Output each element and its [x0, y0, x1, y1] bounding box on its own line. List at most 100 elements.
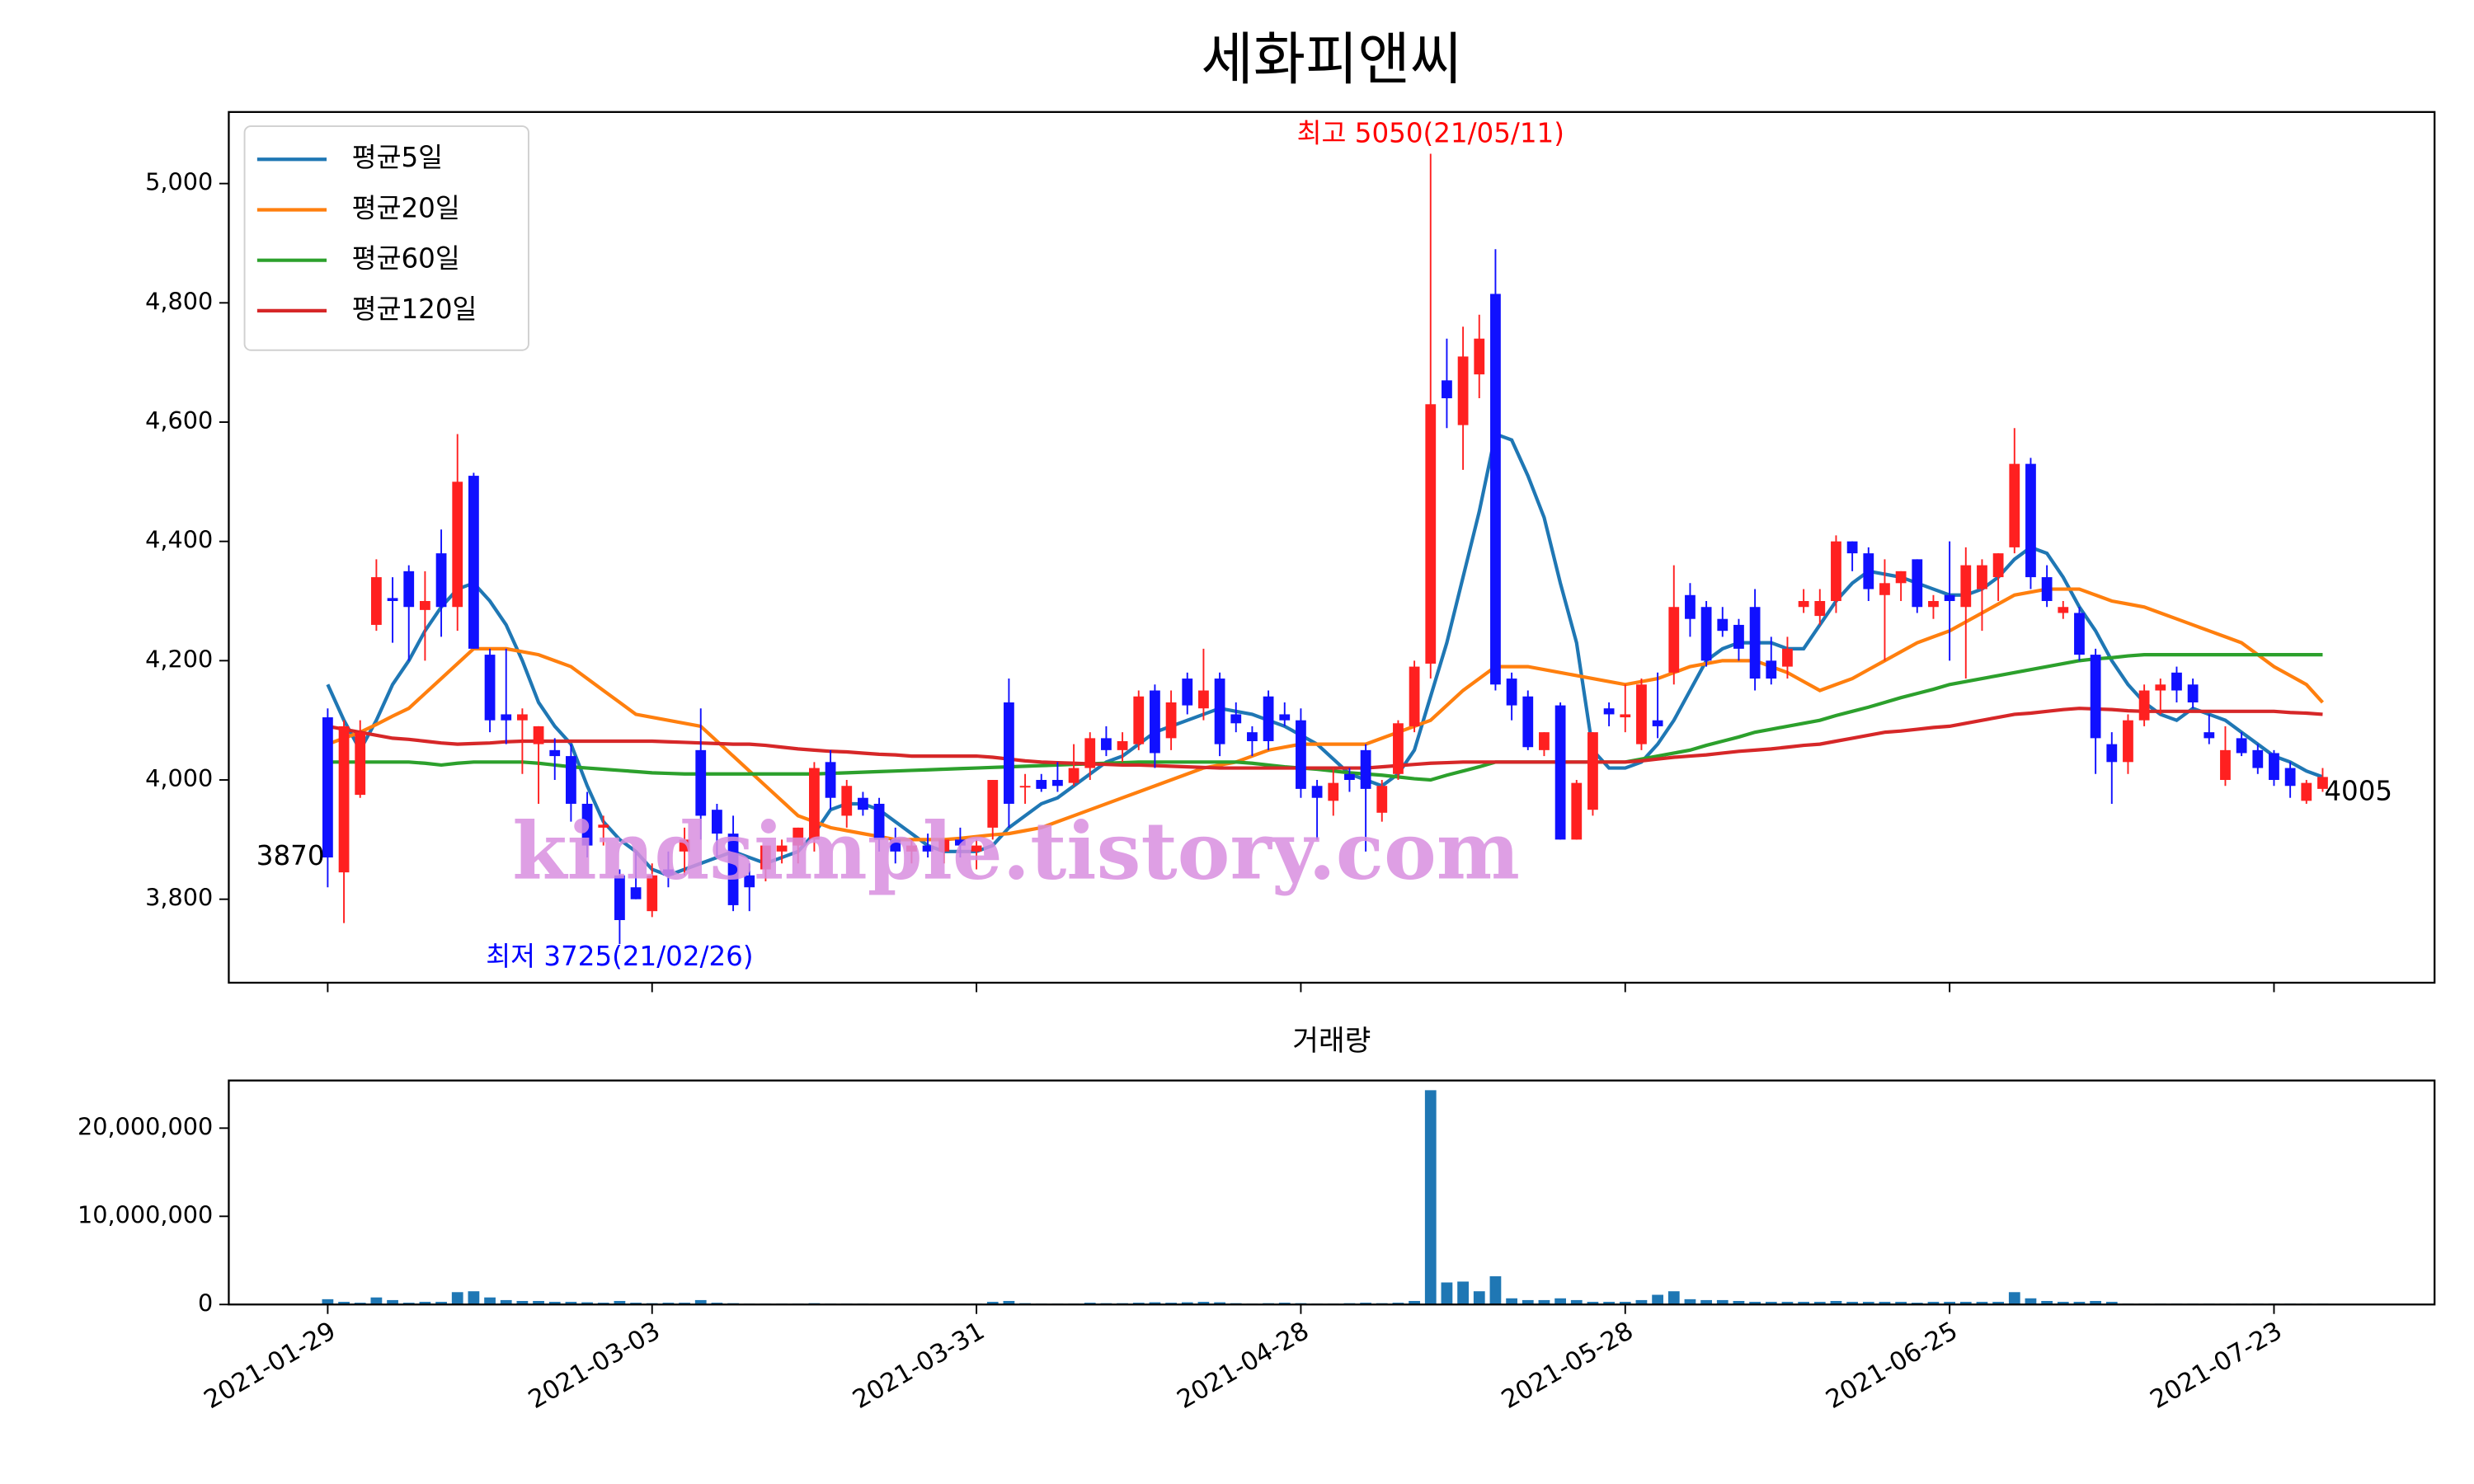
ma-line [327, 587, 2325, 842]
candle-body [760, 845, 771, 870]
candle-body [2155, 684, 2166, 691]
volume-bar [1603, 1302, 1615, 1305]
candle-body [387, 598, 398, 602]
volume-bar [2025, 1298, 2037, 1305]
volume-bar [1716, 1299, 1729, 1305]
candle-body [1798, 601, 1809, 608]
volume-bar [1992, 1302, 2005, 1305]
candle-body [2187, 684, 2199, 702]
candle-body [1019, 786, 1031, 788]
volume-bar [2090, 1300, 2102, 1305]
volume-bar [2057, 1302, 2069, 1305]
volume-bar [338, 1302, 350, 1305]
plot-layer: 3,800 4,000 4,200 4,400 4,600 4,800 5,000 3870 4… [78, 27, 2436, 1415]
volume-bar [1506, 1298, 1517, 1305]
candle-body [484, 655, 496, 721]
candle-body [1587, 732, 1598, 810]
ma-line [327, 652, 2323, 782]
candle-body [1782, 648, 1793, 667]
ma-lines [326, 431, 2325, 878]
volume-bar [1765, 1302, 1777, 1305]
candle-body [1247, 732, 1258, 741]
candle-body [1700, 607, 1712, 661]
volume-bar [387, 1299, 398, 1305]
candle-body [841, 786, 853, 816]
candle-body [1522, 696, 1534, 748]
candle-body [2301, 782, 2312, 801]
candle-body [533, 726, 544, 744]
candle-body [1992, 553, 2004, 578]
volume-bar [1684, 1298, 1696, 1305]
candle-body [1214, 679, 1225, 744]
candle-body [501, 714, 512, 721]
candle-body [873, 803, 885, 840]
candle-body [2236, 738, 2247, 754]
candle-body [695, 749, 707, 816]
candle-body [1457, 356, 1469, 425]
candle-body [1944, 594, 1955, 602]
candle-body [322, 717, 333, 858]
low-annotation: 최저 3725(21/02/26) [486, 941, 753, 972]
candle-body [630, 887, 642, 899]
y-tick-label: 20,000,000 [78, 1112, 213, 1140]
candle-body [403, 571, 415, 608]
legend-label: 평균60일 [352, 243, 460, 275]
volume-bar [565, 1302, 577, 1305]
volume-bar [533, 1300, 544, 1305]
candle-body [1977, 565, 1987, 589]
volume-bar [1214, 1302, 1225, 1305]
y-tick-label: 4,200 [145, 645, 213, 673]
candle-body [1328, 782, 1339, 801]
plot-frame [228, 1079, 2436, 1306]
panel-title: 거래량 [1292, 1025, 1371, 1058]
y-tick-label: 4,000 [145, 764, 213, 792]
volume-bar [1489, 1276, 1502, 1305]
candle-body [971, 845, 982, 852]
candle-body [549, 749, 561, 757]
candle-body [598, 824, 609, 828]
legend-label: 평균20일 [352, 192, 460, 223]
volume-bar [1781, 1302, 1794, 1305]
volume-bar [1409, 1300, 1420, 1305]
candle-body [1084, 738, 1096, 768]
y-tick-label: 4,600 [145, 406, 213, 434]
candle-body [1360, 749, 1371, 789]
candle-body [1068, 768, 1079, 783]
candle-body [858, 797, 868, 810]
candle-body [1766, 660, 1777, 679]
candle-body [1895, 571, 1907, 584]
volume-bar [1749, 1302, 1761, 1305]
candle-body [1879, 583, 1890, 595]
volume-bar [2041, 1300, 2053, 1305]
candle-body [1749, 607, 1761, 679]
candle-body [1863, 553, 1874, 589]
candle-body [2106, 744, 2118, 763]
volume-bar [1830, 1300, 1842, 1305]
candle-body [2025, 463, 2036, 578]
high-annotation: 최고 5050(21/05/11) [1297, 118, 1564, 149]
volume-bar [1879, 1302, 1891, 1305]
candle-body [1912, 559, 1923, 608]
candle-body [1928, 601, 1939, 608]
volume-bar [1635, 1299, 1648, 1305]
volume-bar [1652, 1294, 1663, 1305]
candle-body [679, 839, 690, 852]
volume-bar [468, 1291, 480, 1305]
volume-bar [484, 1297, 496, 1305]
volume-bar [1003, 1300, 1015, 1305]
candle-body [987, 780, 999, 828]
candle-body [1376, 786, 1388, 813]
candle-body [2074, 613, 2085, 655]
volume-bar [1667, 1291, 1680, 1305]
candle-body [712, 810, 722, 834]
y-tick-label: 4,400 [145, 526, 213, 554]
y-tick-label: 3,800 [145, 884, 213, 912]
candle-body [1182, 679, 1193, 706]
candle-body [2269, 753, 2279, 781]
candle-body [1263, 696, 1274, 741]
candle-body [1620, 714, 1631, 718]
y-tick-label: 10,000,000 [78, 1200, 213, 1228]
candle-body [2171, 672, 2182, 691]
candle-body [1733, 624, 1744, 649]
